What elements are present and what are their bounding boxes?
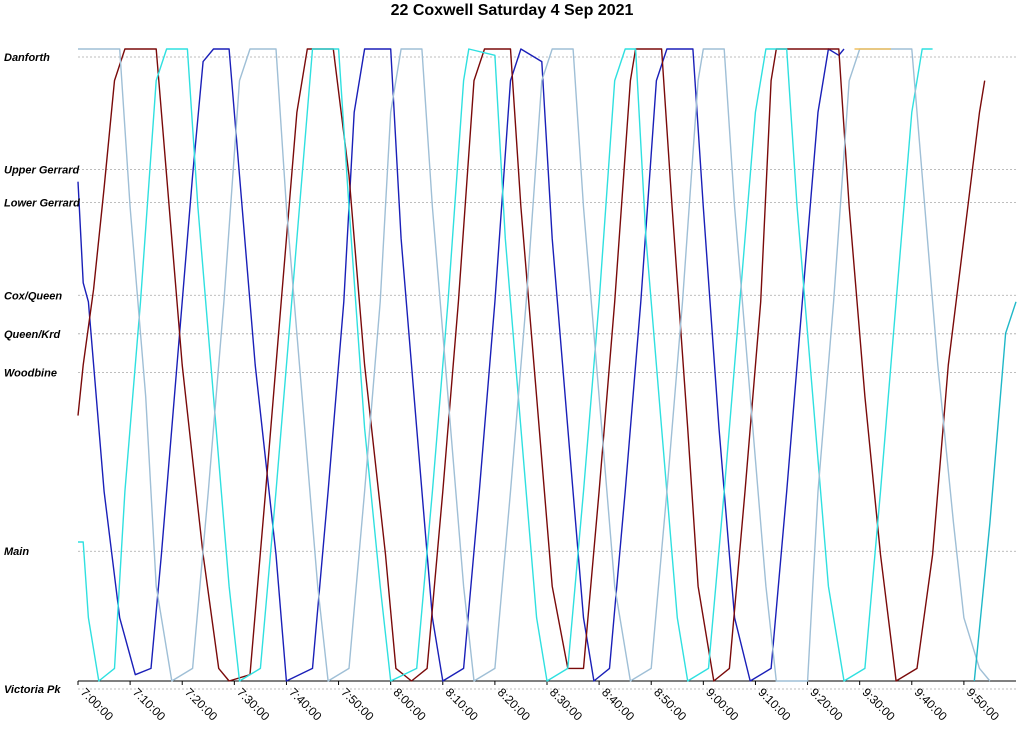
x-tick-label-8-30-00: 8:30:00 — [547, 685, 585, 723]
y-label-lower-gerrard: Lower Gerrard — [4, 197, 80, 209]
x-tick-label-8-00-00: 8:00:00 — [391, 685, 429, 723]
x-axis-labels: 7:00:00 7:10:00 7:20:00 7:30:00 7:40:00 7:50:… — [78, 685, 1002, 723]
x-tick-label-8-10-00: 8:10:00 — [443, 685, 481, 723]
x-tick-label-9-40-00: 9:40:00 — [912, 685, 950, 723]
x-tick-label-7-30-00: 7:30:00 — [234, 685, 272, 723]
series-line-4 — [78, 48, 991, 682]
y-label-woodbine: Woodbine — [4, 367, 57, 379]
x-tick-label-8-20-00: 8:20:00 — [495, 685, 533, 723]
series-line-3 — [78, 48, 933, 682]
x-tick-label-8-50-00: 8:50:00 — [651, 685, 689, 723]
series-line-2 — [77, 48, 986, 682]
x-tick-label-9-50-00: 9:50:00 — [964, 685, 1002, 723]
x-tick-label-7-20-00: 7:20:00 — [182, 685, 220, 723]
y-label-main: Main — [4, 546, 29, 558]
y-label-queen-krd: Queen/Krd — [4, 329, 61, 341]
y-label-upper-gerrard: Upper Gerrard — [4, 164, 79, 176]
chart-title: 22 Coxwell Saturday 4 Sep 2021 — [390, 2, 634, 19]
y-axis-labels: Danforth Upper Gerrard Lower Gerrard Cox/Qu… — [4, 52, 80, 696]
x-tick-label-9-00-00: 9:00:00 — [703, 685, 741, 723]
x-tick-label-7-10-00: 7:10:00 — [130, 685, 168, 723]
series-layer — [77, 48, 1017, 682]
series-line-1 — [77, 48, 845, 682]
x-tick-label-9-30-00: 9:30:00 — [860, 685, 898, 723]
y-label-victoria-pk: Victoria Pk — [4, 684, 61, 696]
y-label-cox-queen: Cox/Queen — [4, 290, 62, 302]
x-tick-label-9-10-00: 9:10:00 — [755, 685, 793, 723]
series-line-6 — [973, 301, 1017, 682]
x-tick-label-9-20-00: 9:20:00 — [807, 685, 845, 723]
x-tick-label-8-40-00: 8:40:00 — [599, 685, 637, 723]
y-label-danforth: Danforth — [4, 52, 50, 64]
x-tick-label-7-50-00: 7:50:00 — [338, 685, 376, 723]
x-tick-label-7-40-00: 7:40:00 — [286, 685, 324, 723]
x-tick-label-7-00-00: 7:00:00 — [78, 685, 116, 723]
